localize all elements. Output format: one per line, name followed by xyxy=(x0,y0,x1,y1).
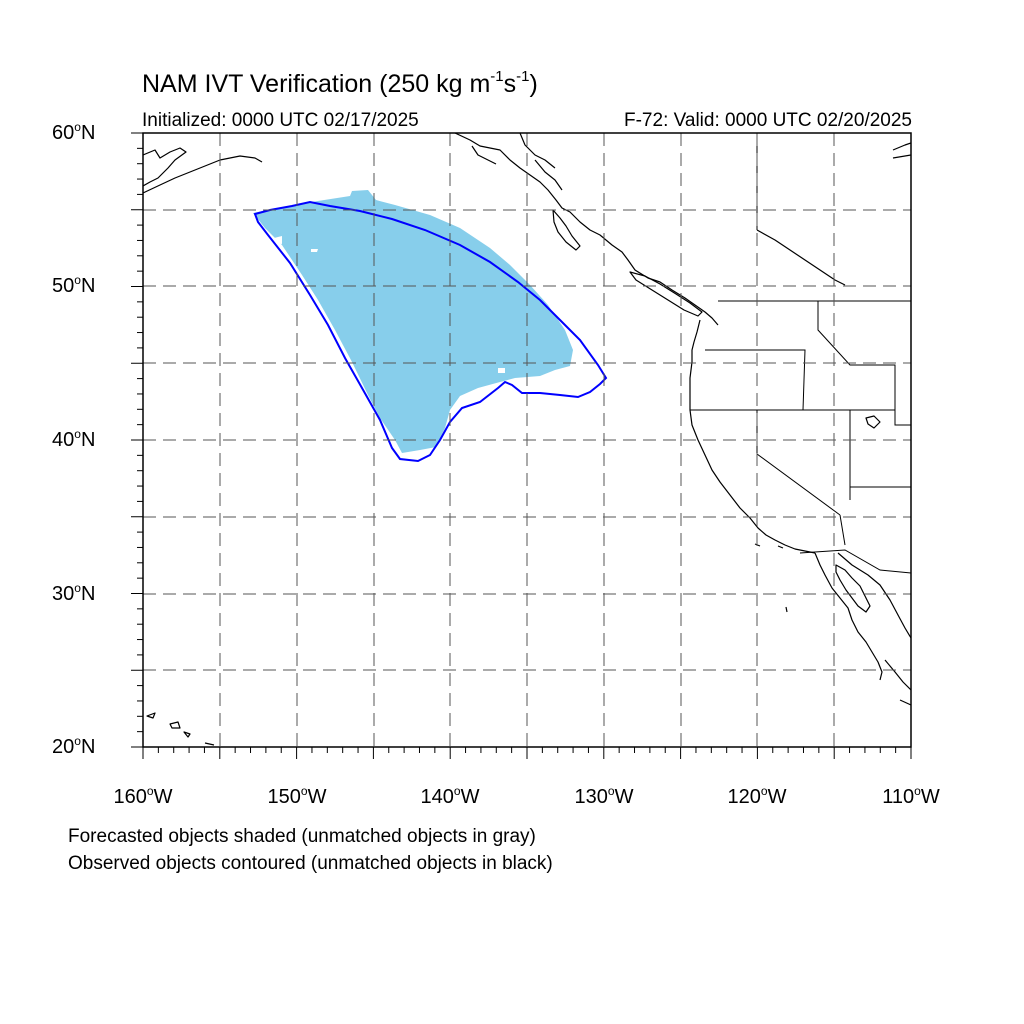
state-boundaries xyxy=(690,133,911,574)
lon-label-110w: 110oW xyxy=(882,784,940,808)
init-time-label: Initialized: 0000 UTC 02/17/2025 xyxy=(142,110,419,131)
coastlines xyxy=(143,133,911,746)
forecast-object-fill xyxy=(253,190,573,453)
valid-time-label: F-72: Valid: 0000 UTC 02/20/2025 xyxy=(624,110,912,131)
axis-ticks xyxy=(131,132,912,759)
lon-label-140w: 140oW xyxy=(420,784,480,808)
lat-lon-grid xyxy=(143,133,911,747)
observed-note: Observed objects contoured (unmatched ob… xyxy=(68,853,553,874)
forecast-hole xyxy=(311,249,318,252)
lat-label-20n: 20oN xyxy=(52,734,96,758)
lon-label-130w: 130oW xyxy=(574,784,634,808)
lat-label-30n: 30oN xyxy=(52,581,96,605)
lat-label-50n: 50oN xyxy=(52,273,96,297)
lon-label-120w: 120oW xyxy=(727,784,787,808)
lon-label-150w: 150oW xyxy=(267,784,327,808)
forecast-note: Forecasted objects shaded (unmatched obj… xyxy=(68,826,536,847)
observed-object-contour xyxy=(253,200,608,463)
lon-label-160w: 160oW xyxy=(113,784,173,808)
lat-label-40n: 40oN xyxy=(52,427,96,451)
forecast-hole xyxy=(274,236,282,244)
map-title: NAM IVT Verification (250 kg m-1s-1) xyxy=(142,68,538,98)
lat-label-60n: 60oN xyxy=(52,120,96,144)
forecast-hole xyxy=(498,368,505,373)
